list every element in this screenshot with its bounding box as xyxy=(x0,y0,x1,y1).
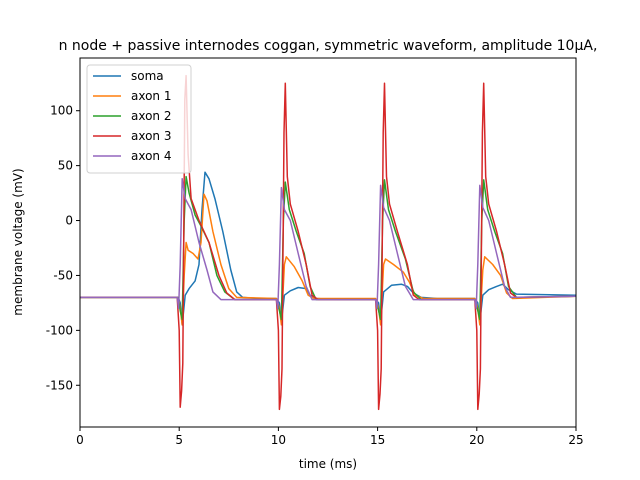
y-tick-label: 50 xyxy=(58,159,73,173)
y-tick-label: -150 xyxy=(46,378,73,392)
legend: soma axon 1 axon 2 axon 3 axon 4 xyxy=(86,64,192,174)
plot-frame xyxy=(79,57,577,428)
legend-label: axon 4 xyxy=(131,149,171,163)
y-tick-label: -50 xyxy=(53,268,73,282)
x-tick-label: 0 xyxy=(76,433,84,447)
x-tick-label: 20 xyxy=(469,433,484,447)
y-tick-label: 0 xyxy=(65,214,73,228)
legend-label: axon 2 xyxy=(131,109,171,123)
series-layer xyxy=(80,74,576,411)
x-tick-label: 15 xyxy=(370,433,385,447)
legend-label: axon 3 xyxy=(131,129,171,143)
legend-label: soma xyxy=(131,69,164,83)
chart-title: n node + passive internodes coggan, symm… xyxy=(59,38,598,54)
legend-box xyxy=(86,64,192,174)
y-axis-label: membrane voltage (mV) xyxy=(11,168,25,315)
series-line-axon-4 xyxy=(80,178,576,310)
x-tick-label: 10 xyxy=(271,433,286,447)
series-line-axon-1 xyxy=(80,193,576,326)
y-tick-label: 100 xyxy=(50,104,73,118)
x-axis-label: time (ms) xyxy=(299,457,357,471)
x-tick-label: 5 xyxy=(175,433,183,447)
y-tick-label: -100 xyxy=(46,323,73,337)
x-axis: 0 5 10 15 20 25 xyxy=(76,427,584,447)
x-tick-label: 25 xyxy=(568,433,583,447)
y-axis: -150 -100 -50 0 50 100 xyxy=(46,104,80,392)
legend-label: axon 1 xyxy=(131,89,171,103)
